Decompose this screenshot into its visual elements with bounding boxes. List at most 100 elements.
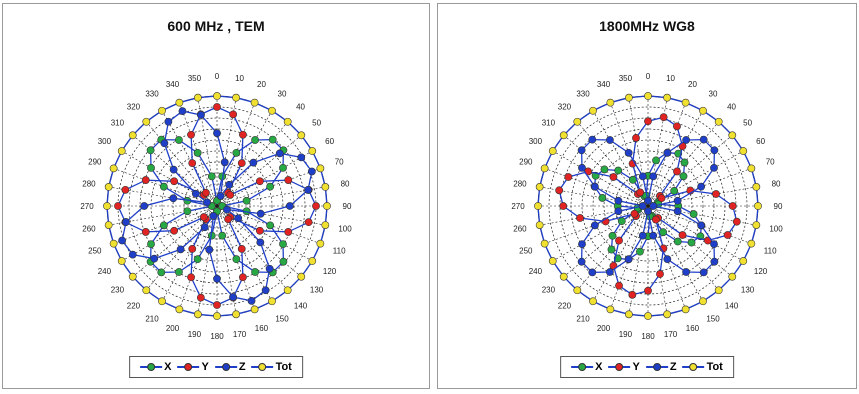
data-point-x <box>193 255 202 264</box>
legend-item-tot: Tot <box>682 361 723 373</box>
data-point-z <box>223 205 231 214</box>
data-point-y <box>187 273 195 282</box>
data-point-tot <box>747 239 756 248</box>
data-point-z <box>605 136 614 144</box>
data-point-tot <box>699 297 707 306</box>
data-point-x <box>268 135 277 144</box>
data-point-z <box>164 117 173 126</box>
data-point-tot <box>534 202 542 210</box>
theta-tick-label: 240 <box>98 267 112 276</box>
data-point-tot <box>268 106 276 115</box>
data-point-z <box>216 192 225 200</box>
data-point-z <box>200 223 209 232</box>
data-point-tot <box>540 164 549 173</box>
theta-tick-label: 200 <box>597 324 611 333</box>
data-point-tot <box>175 305 184 314</box>
data-point-tot <box>308 147 317 155</box>
data-point-tot <box>117 147 126 155</box>
chart-panel-1800mhz: 1800MHz WG8 0 10 20 30 40 50 60 70 80 90 100 110 120… <box>437 3 857 389</box>
theta-tick-label: 270 <box>511 202 525 211</box>
theta-tick-label: 210 <box>576 315 590 324</box>
data-point-y <box>644 117 652 126</box>
data-point-x <box>159 221 168 230</box>
data-point-x <box>670 186 679 195</box>
data-point-z <box>644 207 652 216</box>
data-point-tot <box>104 221 113 230</box>
data-point-tot <box>540 239 549 248</box>
theta-tick-label: 0 <box>215 72 220 81</box>
data-point-z <box>624 148 633 157</box>
theta-tick-label: 50 <box>743 118 752 127</box>
data-point-y <box>170 177 179 186</box>
data-point-z <box>169 165 178 174</box>
data-point-x <box>607 245 616 254</box>
legend-swatch-z <box>214 362 237 372</box>
data-point-tot <box>158 297 166 306</box>
theta-tick-label: 220 <box>127 302 141 311</box>
theta-tick-label: 330 <box>576 89 590 98</box>
data-point-tot <box>321 182 330 191</box>
data-point-y <box>636 188 645 197</box>
data-point-x <box>159 182 168 191</box>
theta-tick-label: 160 <box>255 324 269 333</box>
data-point-tot <box>297 131 306 140</box>
data-point-z <box>160 139 169 148</box>
legend-label-x: X <box>164 361 172 373</box>
data-point-tot <box>128 272 137 281</box>
theta-tick-label: 280 <box>82 179 96 188</box>
data-point-tot <box>535 182 544 191</box>
data-point-y <box>188 159 197 168</box>
data-point-tot <box>232 93 241 102</box>
theta-tick-label: 250 <box>88 246 102 255</box>
data-point-tot <box>297 272 306 281</box>
data-point-y <box>239 130 247 139</box>
data-point-x <box>673 237 682 246</box>
theta-tick-label: 130 <box>741 286 755 295</box>
data-point-x <box>617 217 626 226</box>
data-point-tot <box>559 131 568 140</box>
legend-label-z: Z <box>238 361 246 373</box>
data-point-tot <box>548 257 557 265</box>
theta-tick-label: 10 <box>666 74 675 83</box>
grid-ring <box>548 106 748 306</box>
data-point-y <box>651 215 660 224</box>
data-point-y <box>187 130 195 139</box>
data-point-tot <box>728 131 737 140</box>
theta-tick-label: 120 <box>323 267 337 276</box>
data-point-tot <box>250 305 259 314</box>
data-point-y <box>732 217 741 226</box>
data-point-x <box>687 238 696 247</box>
theta-tick-label: 310 <box>542 118 556 127</box>
series-tot <box>534 92 762 320</box>
data-point-z <box>229 293 237 301</box>
data-point-tot <box>268 297 276 306</box>
data-point-y <box>630 209 639 218</box>
theta-tick-label: 230 <box>542 286 556 295</box>
theta-tick-label: 140 <box>294 302 308 311</box>
data-point-x <box>207 172 216 181</box>
legend-label-tot: Tot <box>275 361 292 373</box>
data-point-tot <box>316 239 325 248</box>
theta-tick-label: 320 <box>127 102 141 111</box>
theta-tick-label: 60 <box>325 137 334 146</box>
theta-tick-label: 10 <box>235 74 244 83</box>
data-point-z <box>578 163 586 172</box>
data-point-z <box>205 245 214 254</box>
legend-item-z: Z <box>645 361 677 373</box>
data-point-y <box>628 290 637 299</box>
data-point-tot <box>747 164 756 173</box>
data-point-tot <box>158 106 166 115</box>
data-point-x <box>279 240 287 249</box>
data-point-x <box>600 165 609 174</box>
data-point-z <box>590 221 599 230</box>
data-point-tot <box>699 106 707 115</box>
data-point-x <box>614 166 623 175</box>
theta-tick-label: 130 <box>310 286 324 295</box>
data-point-z <box>176 245 185 254</box>
data-point-x <box>232 148 241 157</box>
data-point-z <box>285 202 294 210</box>
theta-tick-label: 150 <box>706 315 720 324</box>
data-point-x <box>232 255 241 264</box>
data-point-x <box>218 231 227 240</box>
